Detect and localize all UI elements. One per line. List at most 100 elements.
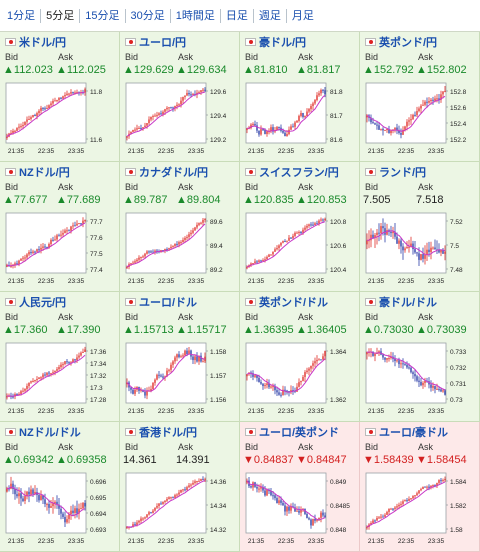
currency-pair-link[interactable]: 英ポンド/円 bbox=[379, 37, 438, 49]
card-header[interactable]: カナダドル/円 bbox=[120, 162, 239, 182]
candle-body bbox=[374, 235, 376, 238]
mini-candlestick-chart[interactable]: 1.364 1.362 21:35 22:35 23:35 bbox=[244, 339, 356, 417]
candle-body bbox=[412, 496, 414, 499]
card-header[interactable]: 豪ドル/ドル bbox=[360, 292, 479, 312]
card-header[interactable]: ユーロ/ドル bbox=[120, 292, 239, 312]
rate-card[interactable]: 香港ドル/円 Bid Ask 14.361 14.391 14.36 14.34 1… bbox=[120, 422, 240, 552]
currency-pair-link[interactable]: 米ドル/円 bbox=[19, 37, 67, 49]
candle-body bbox=[174, 106, 176, 108]
mini-candlestick-chart[interactable]: 1.158 1.157 1.156 21:35 22:35 23:35 bbox=[124, 339, 236, 417]
currency-pair-link[interactable]: NZドル/ドル bbox=[19, 427, 81, 439]
currency-pair-link[interactable]: 英ポンド/ドル bbox=[259, 297, 329, 309]
candle-body bbox=[386, 230, 388, 235]
candle-body bbox=[200, 222, 202, 224]
mini-candlestick-chart[interactable]: 0.849 0.8485 0.848 21:35 22:35 23:35 bbox=[244, 469, 356, 547]
currency-pair-link[interactable]: 香港ドル/円 bbox=[139, 427, 198, 439]
card-header[interactable]: 豪ドル/円 bbox=[240, 32, 359, 52]
candle-body bbox=[396, 127, 398, 131]
candle-body bbox=[280, 500, 282, 503]
y-tick-label: 17.32 bbox=[90, 373, 107, 380]
card-header[interactable]: スイスフラン/円 bbox=[240, 162, 359, 182]
candle-body bbox=[384, 129, 386, 131]
candle-body bbox=[182, 355, 184, 357]
mini-candlestick-chart[interactable]: 120.8 120.6 120.4 21:35 22:35 23:35 bbox=[244, 209, 356, 287]
card-header[interactable]: 香港ドル/円 bbox=[120, 422, 239, 442]
tab-separator bbox=[169, 8, 171, 23]
currency-pair-link[interactable]: 豪ドル/ドル bbox=[379, 297, 438, 309]
currency-flag-icon bbox=[365, 428, 376, 436]
card-header[interactable]: 英ポンド/ドル bbox=[240, 292, 359, 312]
card-header[interactable]: ユーロ/英ポンド bbox=[240, 422, 359, 442]
mini-candlestick-chart[interactable]: 11.8 11.6 21:35 22:35 23:35 bbox=[4, 79, 116, 157]
mini-candlestick-chart[interactable]: 89.6 89.4 89.2 21:35 22:35 23:35 bbox=[124, 209, 236, 287]
card-header[interactable]: NZドル/ドル bbox=[0, 422, 119, 442]
currency-pair-link[interactable]: ユーロ/ドル bbox=[139, 297, 198, 309]
candle-body bbox=[378, 517, 380, 519]
y-tick-label: 81.7 bbox=[330, 113, 343, 120]
rate-card[interactable]: ユーロ/ドル Bid Ask ▲1.15713 ▲1.15717 1.158 1.… bbox=[120, 292, 240, 422]
candle-body bbox=[434, 485, 436, 487]
rate-card[interactable]: NZドル/円 Bid Ask ▲77.677 ▲77.689 77.7 77.6 7… bbox=[0, 162, 120, 292]
rate-card[interactable]: ユーロ/英ポンド Bid Ask ▼0.84837 ▼0.84847 0.849… bbox=[240, 422, 360, 552]
candle-body bbox=[308, 109, 310, 112]
mini-candlestick-chart[interactable]: 129.6 129.4 129.2 21:35 22:35 23:35 bbox=[124, 79, 236, 157]
currency-pair-link[interactable]: ユーロ/円 bbox=[139, 37, 187, 49]
currency-pair-link[interactable]: カナダドル/円 bbox=[139, 167, 209, 179]
rate-card[interactable]: 豪ドル/円 Bid Ask ▲81.810 ▲81.817 81.8 81.7 81… bbox=[240, 32, 360, 162]
mini-candlestick-chart[interactable]: 81.8 81.7 81.6 21:35 22:35 23:35 bbox=[244, 79, 356, 157]
rate-card[interactable]: ユーロ/豪ドル Bid Ask ▼1.58439 ▼1.58454 1.584 1… bbox=[360, 422, 480, 552]
currency-pair-link[interactable]: ユーロ/英ポンド bbox=[259, 427, 340, 439]
rate-card[interactable]: カナダドル/円 Bid Ask ▲89.787 ▲89.804 89.6 89.4… bbox=[120, 162, 240, 292]
candle-body bbox=[380, 516, 382, 518]
timeframe-tab[interactable]: 30分足 bbox=[130, 9, 165, 22]
currency-pair-link[interactable]: ランド/円 bbox=[379, 167, 427, 179]
rate-card[interactable]: 米ドル/円 Bid Ask ▲112.023 ▲112.025 11.8 11.6… bbox=[0, 32, 120, 162]
card-header[interactable]: 英ポンド/円 bbox=[360, 32, 479, 52]
mini-candlestick-chart[interactable]: 17.36 17.34 17.32 17.3 17.28 21:35 22:35 23:35 bbox=[4, 339, 116, 417]
mini-candlestick-chart[interactable]: 1.584 1.582 1.58 21:35 22:35 23:35 bbox=[364, 469, 476, 547]
currency-pair-link[interactable]: 人民元/円 bbox=[19, 297, 67, 309]
candle-body bbox=[26, 254, 28, 258]
card-header[interactable]: ランド/円 bbox=[360, 162, 479, 182]
currency-pair-link[interactable]: ユーロ/豪ドル bbox=[379, 427, 449, 439]
rate-card[interactable]: 英ポンド/円 Bid Ask ▲152.792 ▲152.802 152.8 15… bbox=[360, 32, 480, 162]
candle-body bbox=[270, 254, 272, 256]
card-header[interactable]: 人民元/円 bbox=[0, 292, 119, 312]
timeframe-tab[interactable]: 日足 bbox=[225, 9, 248, 22]
timeframe-tab[interactable]: 15分足 bbox=[85, 9, 120, 22]
timeframe-tab[interactable]: 月足 bbox=[291, 9, 314, 22]
timeframe-tab[interactable]: 5分足 bbox=[46, 9, 75, 22]
timeframe-tab[interactable]: 1分足 bbox=[7, 9, 36, 22]
y-tick-label: 0.73 bbox=[450, 397, 463, 404]
currency-pair-link[interactable]: NZドル/円 bbox=[19, 167, 70, 179]
rate-card[interactable]: スイスフラン/円 Bid Ask ▲120.835 ▲120.853 120.8… bbox=[240, 162, 360, 292]
rate-card[interactable]: 人民元/円 Bid Ask ▲17.360 ▲17.390 17.36 17.34… bbox=[0, 292, 120, 422]
card-header[interactable]: 米ドル/円 bbox=[0, 32, 119, 52]
rate-card[interactable]: 豪ドル/ドル Bid Ask ▲0.73030 ▲0.73039 0.733 0.… bbox=[360, 292, 480, 422]
card-header[interactable]: ユーロ/円 bbox=[120, 32, 239, 52]
rate-card[interactable]: ランド/円 Bid Ask 7.505 7.518 7.52 7.5 7.48 21:… bbox=[360, 162, 480, 292]
timeframe-tab[interactable]: 1時間足 bbox=[175, 9, 215, 22]
moving-average-line bbox=[6, 222, 86, 267]
candle-body bbox=[154, 250, 156, 252]
bid-price: ▲0.73030 bbox=[363, 324, 414, 336]
plot-area bbox=[125, 212, 207, 274]
rate-card[interactable]: 英ポンド/ドル Bid Ask ▲1.36395 ▲1.36405 1.364 1… bbox=[240, 292, 360, 422]
mini-candlestick-chart[interactable]: 0.733 0.732 0.731 0.73 21:35 22:35 23:35 bbox=[364, 339, 476, 417]
currency-pair-link[interactable]: 豪ドル/円 bbox=[259, 37, 307, 49]
mini-candlestick-chart[interactable]: 7.52 7.5 7.48 21:35 22:35 23:35 bbox=[364, 209, 476, 287]
card-header[interactable]: NZドル/円 bbox=[0, 162, 119, 182]
currency-pair-link[interactable]: スイスフラン/円 bbox=[259, 167, 339, 179]
moving-average-line bbox=[6, 354, 86, 397]
rate-card[interactable]: NZドル/ドル Bid Ask ▲0.69342 ▲0.69358 0.696 0… bbox=[0, 422, 120, 552]
mini-candlestick-chart[interactable]: 14.36 14.34 14.32 21:35 22:35 23:35 bbox=[124, 469, 236, 547]
currency-flag-icon bbox=[245, 298, 256, 306]
ask-label: Ask bbox=[418, 182, 434, 192]
rate-card[interactable]: ユーロ/円 Bid Ask ▲129.629 ▲129.634 129.6 129… bbox=[120, 32, 240, 162]
card-header[interactable]: ユーロ/豪ドル bbox=[360, 422, 479, 442]
mini-candlestick-chart[interactable]: 77.7 77.6 77.5 77.4 21:35 22:35 23:35 bbox=[4, 209, 116, 287]
mini-candlestick-chart[interactable]: 152.8 152.6 152.4 152.2 21:35 22:35 23:35 bbox=[364, 79, 476, 157]
timeframe-tab[interactable]: 週足 bbox=[258, 9, 281, 22]
candle-body bbox=[284, 389, 286, 391]
mini-candlestick-chart[interactable]: 0.696 0.695 0.694 0.693 21:35 22:35 23:35 bbox=[4, 469, 116, 547]
